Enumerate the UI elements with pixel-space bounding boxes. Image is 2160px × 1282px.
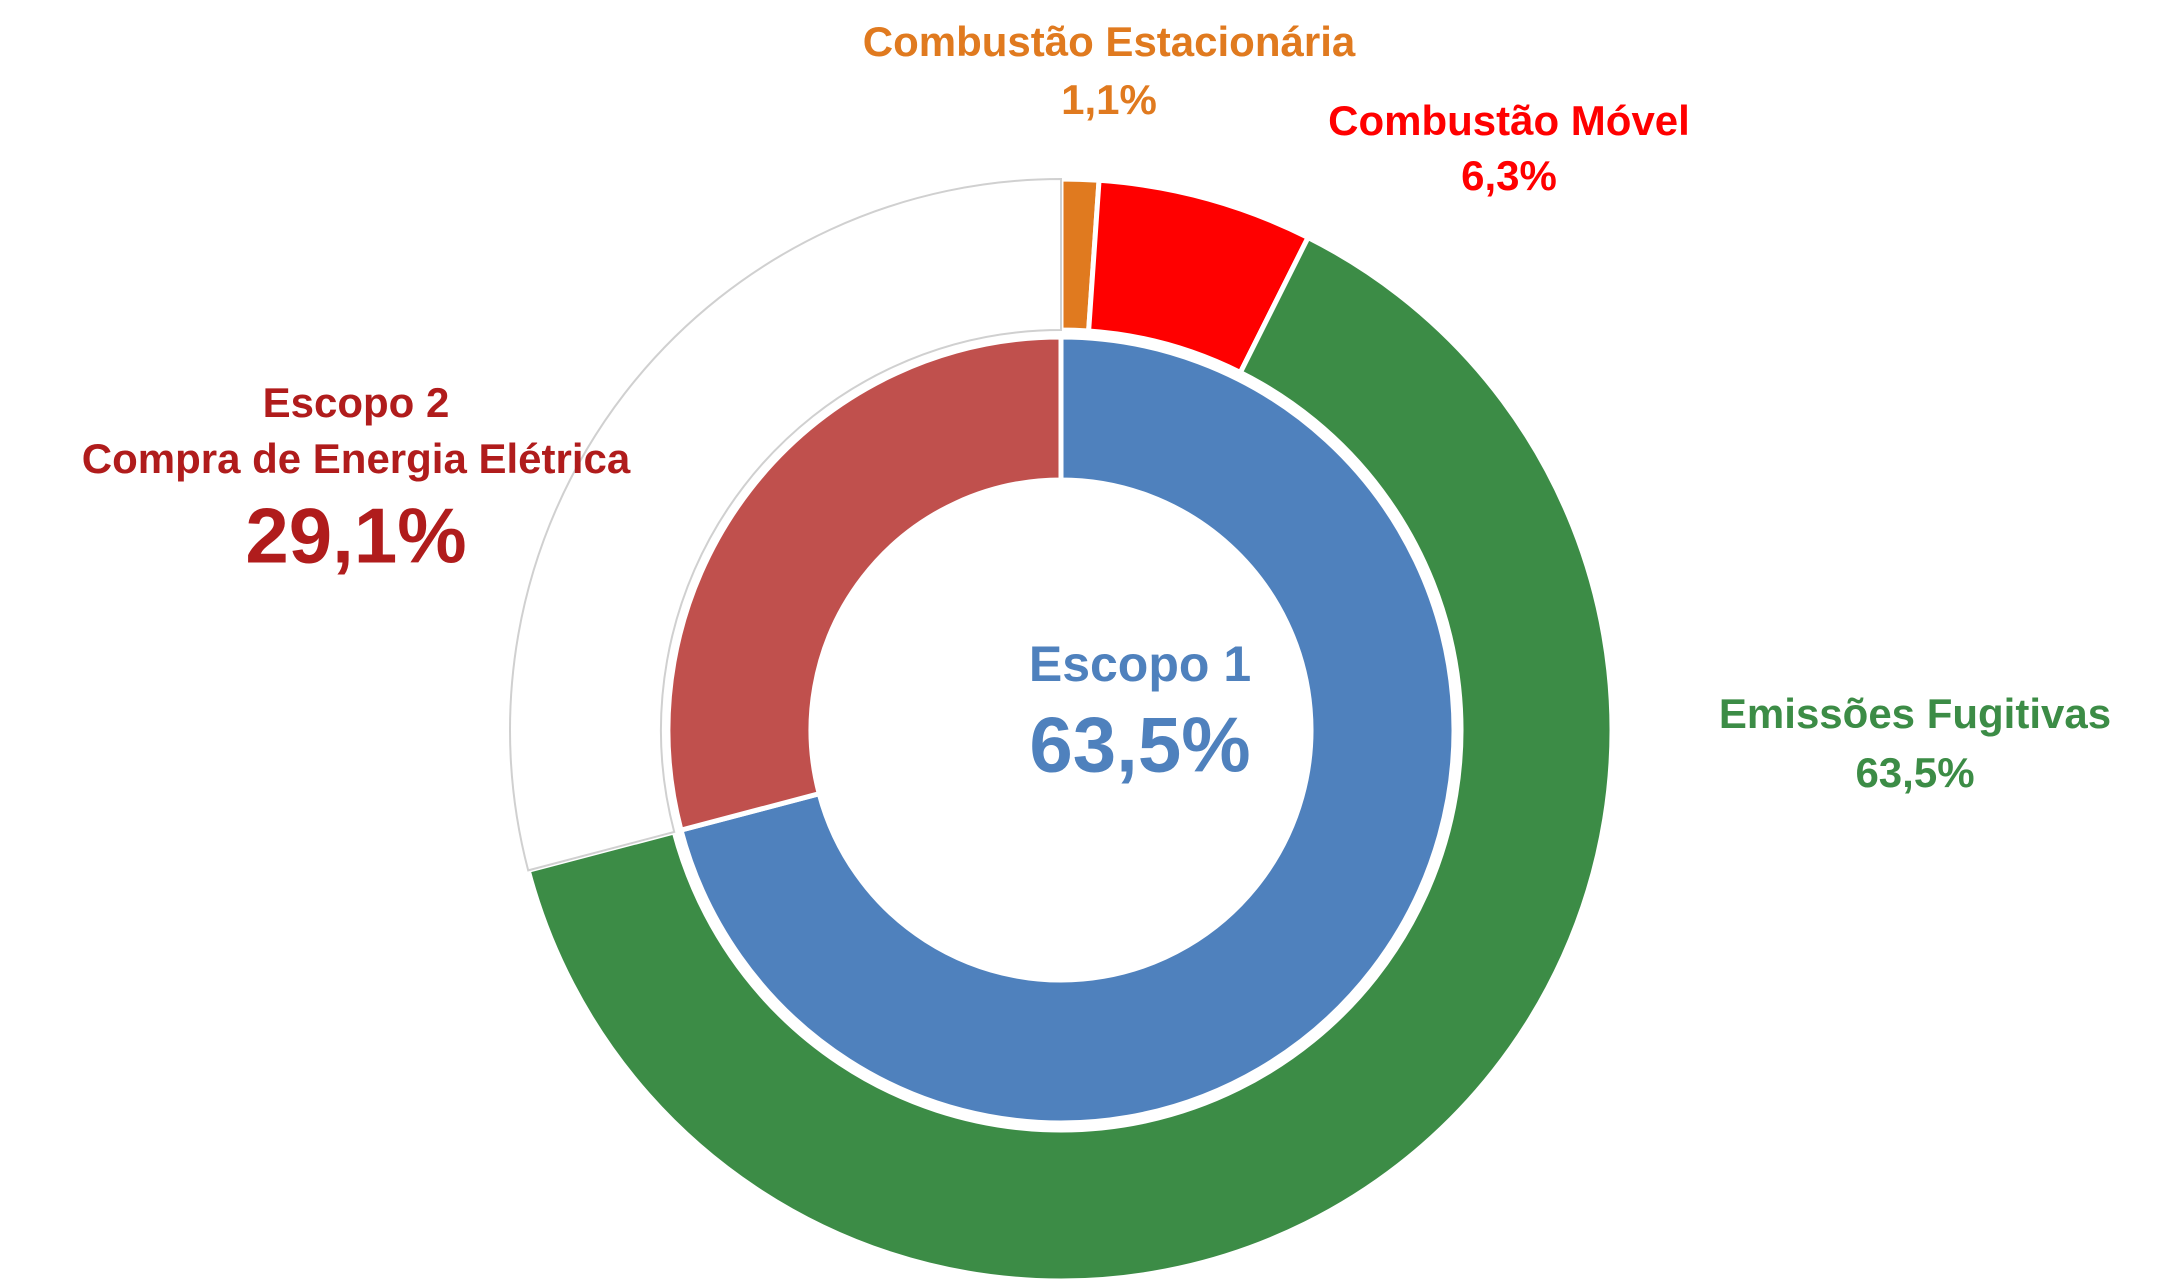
segment-label: Combustão Móvel — [1328, 97, 1690, 144]
segment-label: Emissões Fugitivas — [1719, 690, 2111, 737]
value-label: 63,5% — [1855, 749, 1974, 796]
donut-segment — [665, 334, 1064, 834]
donut-segment — [677, 334, 1457, 1126]
segment-description: Compra de Energia Elétrica — [82, 435, 631, 482]
rings — [509, 176, 1615, 1282]
value-label: 29,1% — [245, 492, 466, 580]
donut-segment — [509, 177, 1062, 872]
annotation: 63,5% — [1029, 701, 1250, 789]
segment-label: Combustão Estacionária — [863, 18, 1356, 65]
value-label: 1,1% — [1061, 76, 1157, 123]
segment-label: Escopo 2 — [263, 379, 450, 426]
value-label: 6,3% — [1461, 152, 1557, 199]
segment-label: Escopo 1 — [1029, 636, 1251, 692]
donut-segment — [525, 234, 1615, 1282]
